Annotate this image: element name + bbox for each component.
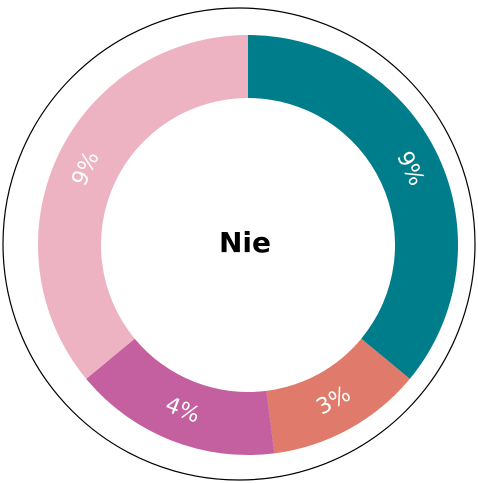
donut-segment — [86, 338, 275, 455]
donut-segment — [248, 35, 458, 379]
donut-segment — [37, 34, 248, 379]
donut-segment — [266, 338, 410, 454]
segments: 9%3%4%9% — [37, 34, 458, 455]
center-label: Nie — [219, 226, 271, 259]
